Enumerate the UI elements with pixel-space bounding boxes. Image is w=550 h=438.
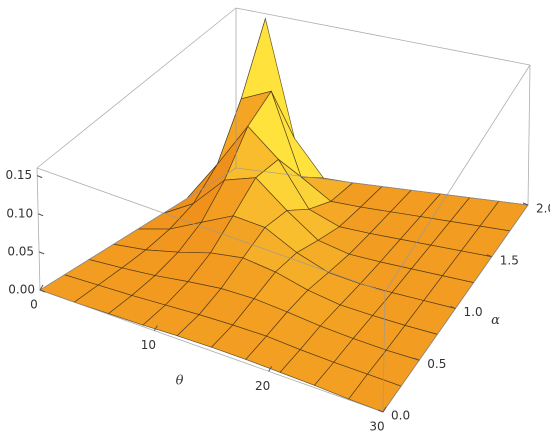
x-tick-label: 30: [369, 420, 384, 434]
box-edge: [36, 167, 41, 291]
z-tick-label: 0.10: [6, 206, 33, 220]
x-tick: [39, 284, 44, 291]
y-tick: [522, 202, 529, 206]
x-tick-label: 20: [255, 379, 270, 393]
z-tick: [37, 213, 44, 217]
z-tick-label: 0.15: [5, 168, 32, 182]
x-tick: [382, 406, 387, 413]
y-tick: [414, 357, 420, 361]
y-tick-label: 0.5: [427, 357, 446, 371]
z-tick: [37, 175, 43, 179]
x-tick-label: 0: [30, 298, 38, 312]
z-tick: [39, 289, 46, 293]
y-tick-label: 2.0: [536, 202, 550, 216]
y-axis-label: α: [491, 313, 500, 328]
box-edge: [36, 7, 237, 169]
box-edge: [384, 64, 531, 293]
y-tick: [450, 306, 456, 309]
z-tick-label: 0.05: [7, 244, 34, 258]
box-edge: [36, 167, 386, 293]
x-axis-label: θ: [176, 374, 184, 389]
z-tick: [38, 251, 45, 255]
y-tick-label: 1.0: [464, 305, 483, 319]
box-edge: [39, 167, 237, 291]
box-edge: [235, 7, 531, 66]
box-edge: [382, 291, 386, 413]
y-tick: [377, 409, 384, 413]
y-tick-label: 0.0: [391, 409, 410, 423]
x-tick: [153, 325, 158, 331]
box-edge: [39, 289, 384, 413]
z-tick-label: 0.00: [8, 283, 35, 297]
x-tick-label: 10: [141, 338, 156, 352]
y-tick-label: 1.5: [500, 253, 519, 267]
x-tick: [268, 366, 273, 372]
box-edge: [527, 64, 531, 206]
y-tick: [486, 254, 492, 258]
box-edge: [235, 167, 529, 206]
